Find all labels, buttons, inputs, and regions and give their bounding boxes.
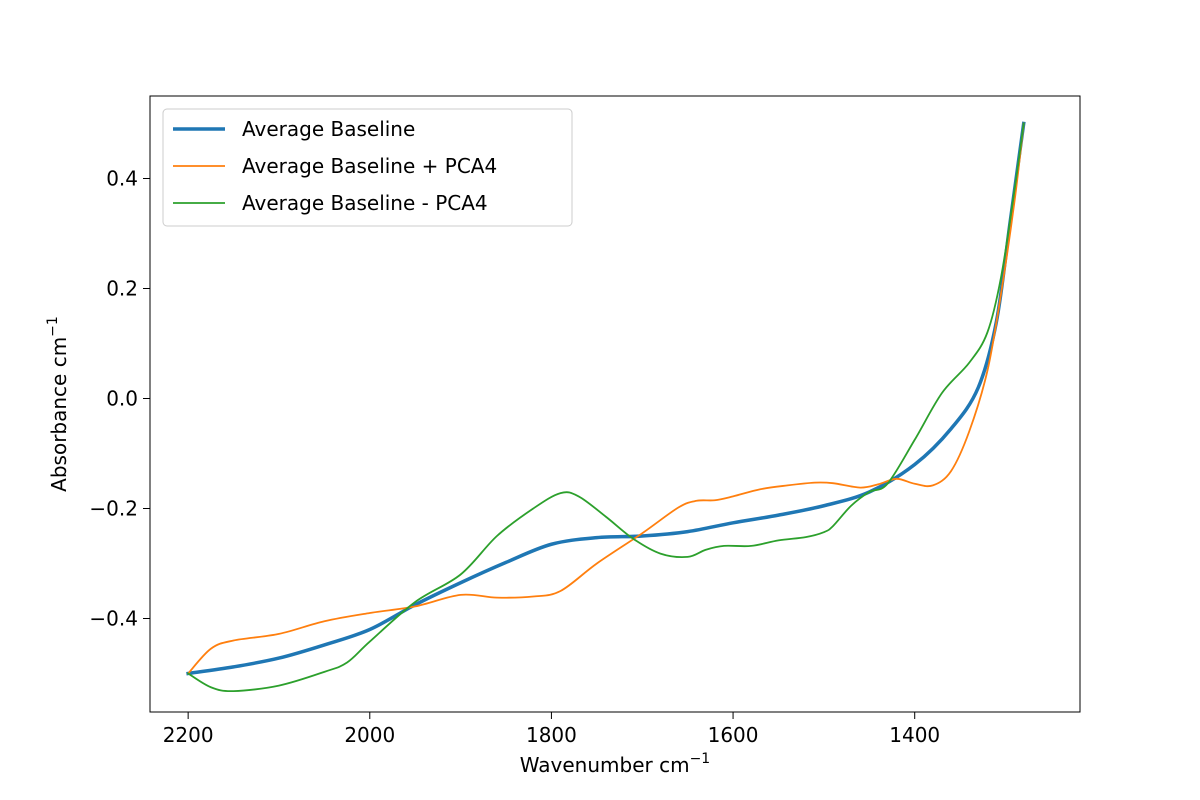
x-axis-ticks: 2200 2000 1800 1600 1400 [163,712,940,747]
y-axis-ticks: −0.4 −0.2 0.0 0.2 0.4 [89,167,150,631]
y-tick-label: −0.4 [89,607,138,631]
x-axis-label-text: Wavenumber cm [520,753,690,777]
y-tick-label: 0.2 [106,277,138,301]
y-tick-label: −0.2 [89,497,138,521]
plot-frame [149,95,1081,713]
x-axis-label: Wavenumber cm−1 [520,751,710,777]
legend-box [162,108,573,227]
x-tick-label: 2200 [163,723,214,747]
legend-label: Average Baseline - PCA4 [242,191,488,215]
y-tick-label: 0.0 [106,387,138,411]
series-line-2 [186,122,1025,675]
legend: Average Baseline Average Baseline + PCA4 A… [162,108,573,227]
y-axis-label-text: Absorbance cm [47,337,71,492]
y-axis-label: Absorbance cm−1 [45,316,71,492]
y-axis-label-superscript: −1 [45,316,61,337]
series-line-3 [186,122,1025,693]
x-tick-label: 2000 [344,723,395,747]
series-lines [186,121,1026,693]
x-axis-label-superscript: −1 [690,751,711,767]
x-tick-label: 1800 [526,723,577,747]
x-tick-label: 1600 [708,723,759,747]
series-line-1 [186,121,1026,676]
legend-label: Average Baseline + PCA4 [242,154,497,178]
y-tick-label: 0.4 [106,167,138,191]
legend-label: Average Baseline [242,117,415,141]
x-tick-label: 1400 [889,723,940,747]
